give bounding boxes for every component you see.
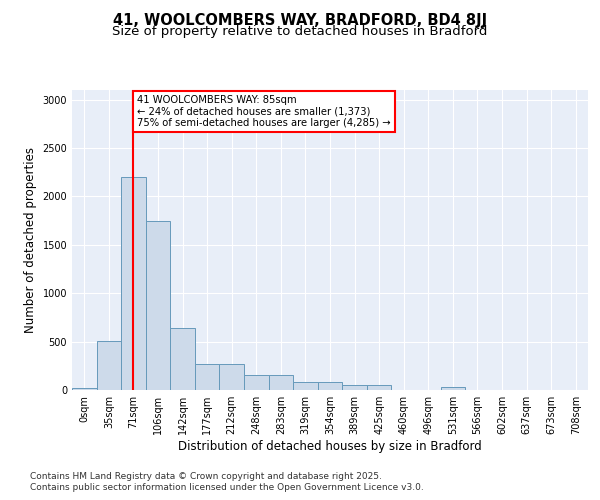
- Bar: [367, 385, 391, 390]
- Bar: [342, 385, 367, 390]
- Bar: [318, 382, 342, 390]
- X-axis label: Distribution of detached houses by size in Bradford: Distribution of detached houses by size …: [178, 440, 482, 453]
- Text: 41, WOOLCOMBERS WAY, BRADFORD, BD4 8JJ: 41, WOOLCOMBERS WAY, BRADFORD, BD4 8JJ: [113, 12, 487, 28]
- Bar: [97, 340, 121, 390]
- Text: 41 WOOLCOMBERS WAY: 85sqm
← 24% of detached houses are smaller (1,373)
75% of se: 41 WOOLCOMBERS WAY: 85sqm ← 24% of detac…: [137, 95, 391, 128]
- Text: Contains HM Land Registry data © Crown copyright and database right 2025.: Contains HM Land Registry data © Crown c…: [30, 472, 382, 481]
- Bar: [244, 376, 269, 390]
- Bar: [195, 364, 220, 390]
- Text: Size of property relative to detached houses in Bradford: Size of property relative to detached ho…: [112, 25, 488, 38]
- Bar: [269, 376, 293, 390]
- Bar: [170, 328, 195, 390]
- Bar: [121, 177, 146, 390]
- Bar: [72, 388, 97, 390]
- Bar: [146, 220, 170, 390]
- Y-axis label: Number of detached properties: Number of detached properties: [24, 147, 37, 333]
- Bar: [220, 364, 244, 390]
- Bar: [293, 382, 318, 390]
- Bar: [440, 387, 465, 390]
- Text: Contains public sector information licensed under the Open Government Licence v3: Contains public sector information licen…: [30, 484, 424, 492]
